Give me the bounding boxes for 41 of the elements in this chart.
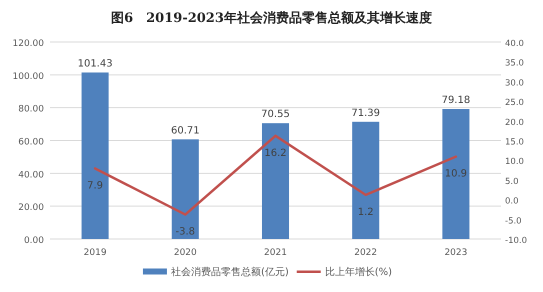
- y2-tick-label: 40.0: [505, 39, 524, 49]
- y-tick-label: 20.00: [18, 203, 44, 214]
- y-tick-label: 80.00: [18, 104, 44, 115]
- data-label: 60.71: [170, 125, 200, 136]
- bar: [262, 123, 290, 239]
- legend-label: 社会消费品零售总额(亿元): [170, 266, 289, 278]
- x-tick-label: 2020: [174, 248, 198, 258]
- data-label: 1.2: [358, 206, 374, 218]
- y2-tick-label: 15.0: [505, 138, 524, 148]
- bar: [352, 122, 380, 239]
- y-tick-label: 120.00: [12, 39, 44, 49]
- y2-tick-label: 10.0: [505, 157, 524, 168]
- data-label: 79.18: [442, 95, 470, 106]
- chart-title: 图6 2019-2023年社会消费品零售总额及其增长速度: [111, 10, 432, 26]
- legend-label: 比上年增长(%): [324, 266, 392, 278]
- bar: [172, 139, 199, 239]
- data-label: 101.43: [78, 58, 113, 70]
- y2-tick-label: 20.0: [505, 118, 524, 128]
- y2-tick-label: 35.0: [505, 58, 524, 69]
- y-tick-label: 0.00: [24, 236, 44, 246]
- y2-tick-label: -10.0: [505, 236, 527, 246]
- data-label: -3.8: [176, 226, 196, 238]
- y2-tick-label: 25.0: [505, 98, 524, 108]
- data-label: 70.55: [261, 109, 290, 120]
- x-tick-label: 2019: [84, 248, 107, 258]
- y2-tick-label: -5.0: [505, 216, 522, 226]
- y2-tick-label: 30.0: [505, 78, 524, 88]
- bar: [82, 72, 109, 239]
- x-tick-label: 2023: [444, 248, 468, 258]
- y-tick-label: 100.00: [12, 72, 44, 82]
- data-label: 71.39: [351, 108, 380, 119]
- data-label: 16.2: [264, 148, 287, 159]
- y-tick-label: 40.00: [18, 170, 44, 180]
- data-label: 7.9: [87, 180, 104, 192]
- data-label: 10.9: [444, 168, 468, 180]
- x-tick-label: 2021: [264, 248, 287, 258]
- x-tick-label: 2022: [354, 248, 378, 258]
- bar: [442, 109, 470, 239]
- y2-tick-label: 5.0: [505, 176, 519, 187]
- y2-tick-label: 0.0: [505, 196, 519, 207]
- y-tick-label: 60.00: [18, 138, 44, 148]
